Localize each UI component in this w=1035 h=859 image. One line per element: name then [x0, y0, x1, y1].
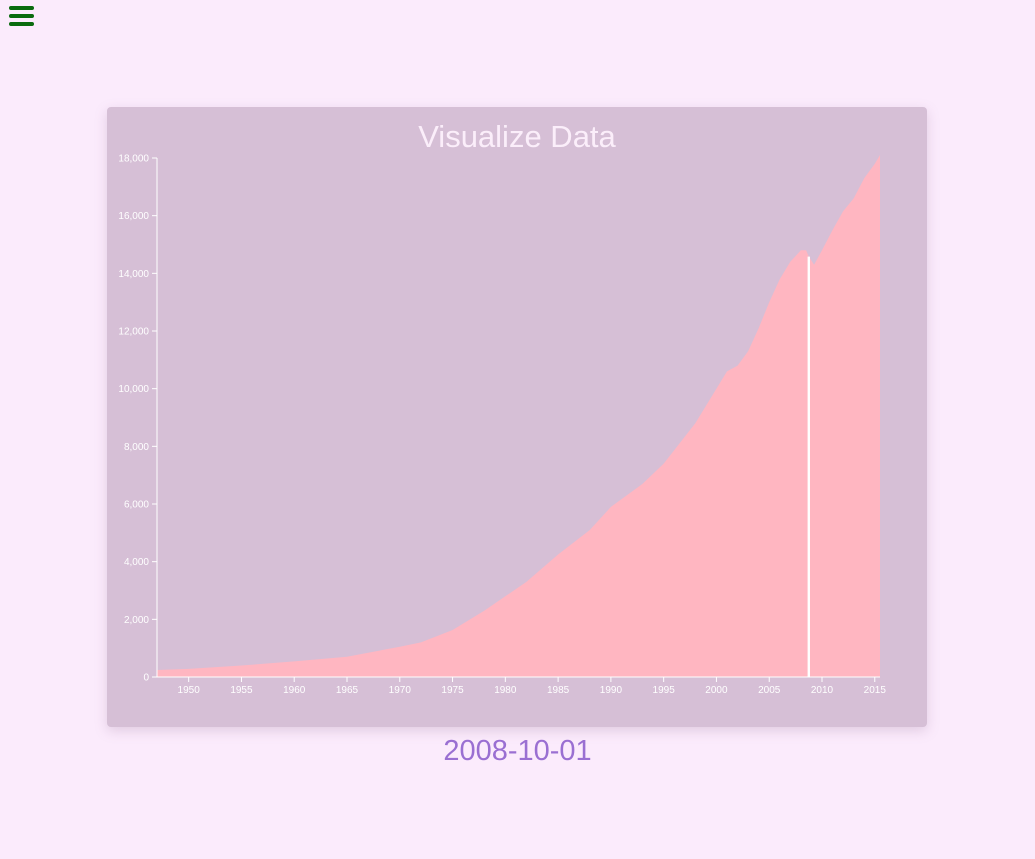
y-tick-label: 6,000 [124, 500, 149, 511]
x-tick-label: 1980 [494, 685, 517, 696]
chart-title: Visualize Data [418, 119, 616, 154]
x-tick-label: 1970 [389, 685, 412, 696]
menu-bar [9, 22, 34, 26]
y-tick-label: 8,000 [124, 442, 149, 453]
x-tick-label: 2010 [811, 685, 834, 696]
highlight-marker [807, 256, 810, 677]
menu-bar [9, 6, 34, 10]
x-tick-label: 1955 [230, 685, 253, 696]
x-tick-label: 2015 [864, 685, 887, 696]
menu-bar [9, 14, 34, 18]
x-tick-label: 1965 [336, 685, 359, 696]
y-tick-label: 18,000 [118, 154, 149, 165]
y-tick-label: 12,000 [118, 327, 149, 338]
area-chart[interactable]: 0 2,000 4,000 6,000 8,000 10,000 12,000 14,000 1… [107, 107, 927, 727]
hamburger-menu-icon[interactable] [9, 6, 34, 28]
chart-card: Visualize Data 0 2,000 4,000 6,000 8,000 10,0… [107, 107, 927, 727]
x-tick-label: 1995 [653, 685, 676, 696]
x-tick-label: 1960 [283, 685, 306, 696]
x-tick-label: 1985 [547, 685, 570, 696]
y-tick-label: 0 [143, 673, 149, 684]
x-tick-label: 1975 [441, 685, 464, 696]
y-tick-label: 10,000 [118, 384, 149, 395]
x-tick-label: 1950 [178, 685, 201, 696]
area-series [157, 155, 880, 678]
y-tick-label: 4,000 [124, 557, 149, 568]
y-tick-label: 16,000 [118, 211, 149, 222]
y-tick-label: 2,000 [124, 615, 149, 626]
x-tick-label: 2000 [705, 685, 728, 696]
y-tick-label: 14,000 [118, 269, 149, 280]
x-tick-label: 2005 [758, 685, 781, 696]
date-readout: 2008-10-01 [443, 735, 592, 767]
x-tick-label: 1990 [600, 685, 623, 696]
